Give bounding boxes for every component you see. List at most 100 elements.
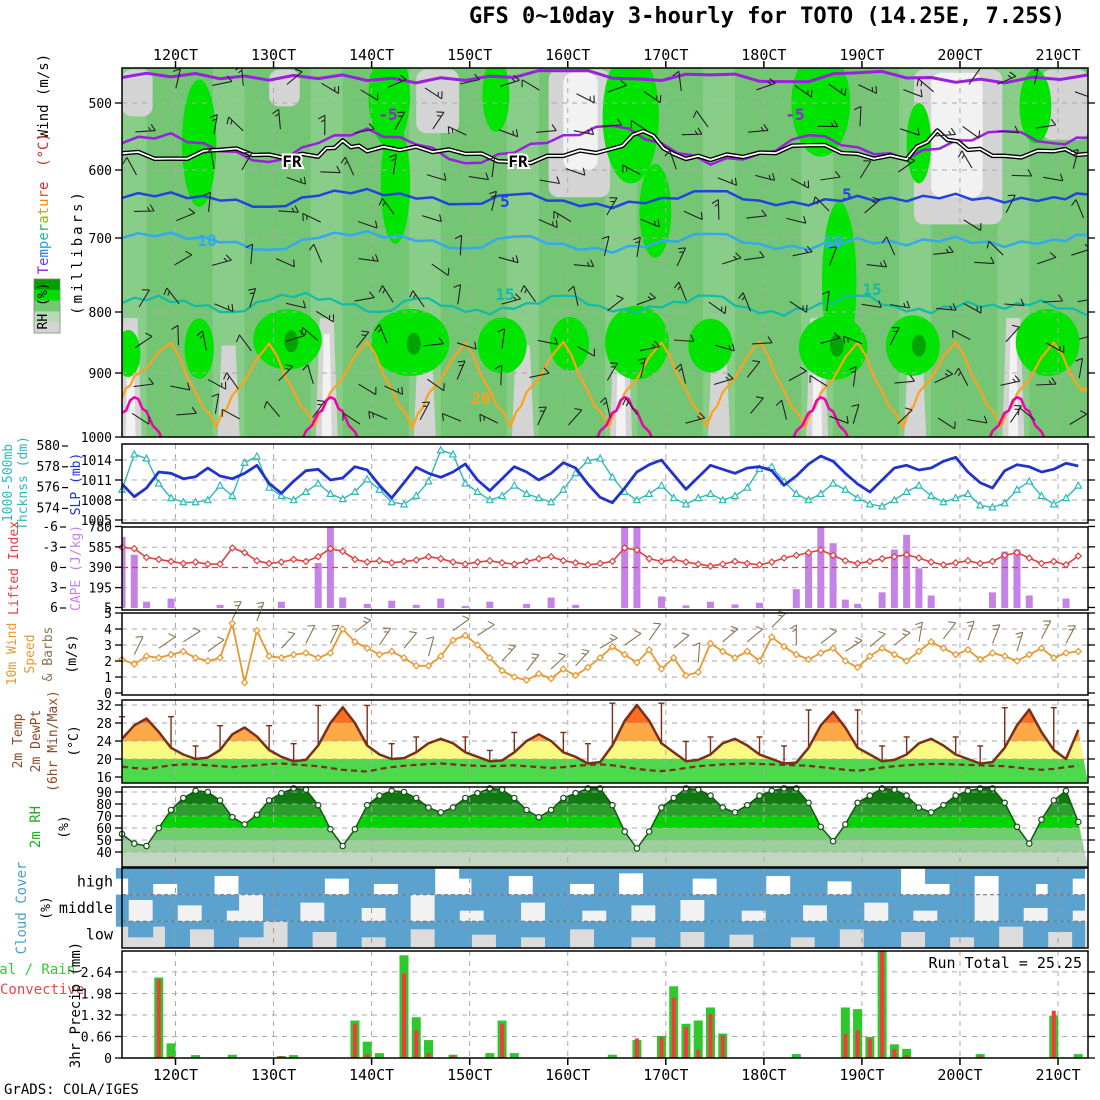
contour-label: FR (282, 152, 302, 171)
cloud-bar (422, 921, 436, 930)
wind-barb (643, 90, 662, 104)
wind-barb (864, 196, 881, 214)
wind-barb (529, 367, 550, 378)
rain-bar (1073, 1054, 1083, 1058)
moist-blob (1015, 309, 1080, 376)
convective-bar (671, 997, 676, 1058)
cloud-bar (777, 921, 791, 948)
wind-barb (526, 653, 540, 671)
convective-bar (426, 1053, 431, 1058)
cloud-bar (692, 921, 705, 932)
wind10-barbs-label: & Barbs (41, 627, 56, 682)
wind-barb (539, 176, 561, 185)
wind-barb (357, 220, 378, 229)
cape-bar (461, 605, 469, 608)
cloud-bar (949, 894, 963, 922)
wind-barb (226, 116, 244, 132)
wind-barb (746, 360, 761, 378)
tick-label: 90 (96, 786, 112, 801)
cloud-bar (753, 894, 767, 911)
cloud-bar (410, 868, 423, 895)
wind-barb (1070, 148, 1079, 169)
tick-label: 50 (96, 834, 112, 849)
moist-blob (184, 318, 214, 379)
cloud-bar (875, 868, 889, 895)
cloud-bar (508, 868, 522, 876)
day-label-bottom: 140CT (349, 1066, 394, 1084)
cape-bar (841, 599, 849, 608)
wind-barb (1041, 620, 1052, 639)
cloud-bar (324, 921, 338, 932)
cloud-bar (262, 894, 276, 922)
cloud-bar (569, 894, 583, 922)
wind-barb (809, 374, 828, 387)
cloud-bar (986, 868, 1000, 876)
wind-barb (1036, 252, 1057, 265)
wind-barb (278, 364, 294, 382)
wind-barb (601, 118, 623, 127)
panel-upper-air (122, 68, 1088, 437)
wind-barb (183, 627, 201, 643)
cape-bar (878, 592, 886, 608)
rh-legend-swatch (34, 322, 60, 334)
wind-barb (881, 236, 896, 256)
dewpt-label: 2m DewPt (29, 710, 44, 773)
wind-barb (498, 129, 519, 138)
tick-label: 585 (89, 541, 112, 556)
wind-barb (966, 620, 975, 641)
wind-barb (456, 360, 466, 380)
wind-barb (599, 633, 618, 649)
wind-barb (204, 148, 215, 169)
cape-bar (854, 603, 862, 608)
chart-title: GFS 0~10day 3-hourly for TOTO (14.25E, 7… (468, 4, 1066, 29)
cloud-bar (888, 921, 902, 948)
wind-barb (173, 68, 181, 89)
wind-barb (432, 111, 445, 130)
tick-label: 1014 (81, 454, 112, 469)
panel-cloud-cover (115, 867, 1089, 949)
day-label-top: 190CT (839, 46, 884, 64)
wind-barb (714, 343, 735, 352)
wind-barb (389, 153, 397, 175)
contour-label: 10 (823, 232, 842, 251)
wind-barb (692, 642, 701, 663)
moist-blob (549, 316, 590, 371)
wind-barb (957, 150, 973, 169)
cape-bar (277, 601, 285, 608)
cloud-bar (1010, 921, 1024, 927)
cloud-bar (741, 894, 754, 911)
convective-bar (156, 979, 161, 1058)
wind-barb (974, 256, 995, 265)
cloud-bar (373, 921, 387, 938)
wind-barb (431, 263, 450, 276)
cloud-bar (606, 868, 620, 895)
label: 0 (50, 561, 58, 576)
wind-barb (223, 372, 239, 390)
wind-barb (933, 245, 954, 255)
cloud-bar (275, 868, 289, 895)
cloud-bar (839, 894, 853, 922)
precip-axis-label: 3hr Precip (mm) (68, 942, 84, 1068)
wind-barb (278, 205, 299, 213)
cape-bar (890, 549, 898, 608)
wind-barb (675, 363, 687, 384)
wind-barb (640, 218, 660, 228)
cloud-bar (532, 921, 546, 938)
tick-label: 500 (89, 97, 112, 112)
convective-bar (1051, 1010, 1056, 1058)
cape-bar (130, 554, 138, 608)
wind-barb (565, 167, 586, 176)
cloud-bar (630, 868, 644, 874)
cloud-bar (851, 868, 865, 895)
wind-barb (358, 383, 377, 396)
panel-precip: Run Total = 25.25 (121, 950, 1089, 1059)
day-label-top: 150CT (447, 46, 492, 64)
wind-barb (638, 357, 646, 378)
moist-blob (1019, 69, 1052, 144)
wind-barb (986, 240, 1004, 256)
slp-label: SLP (mb) (69, 453, 84, 516)
convective-bar (867, 1038, 872, 1058)
wind-barb (991, 624, 1001, 644)
wind-barb (1015, 631, 1024, 652)
wind-barb (916, 78, 934, 93)
